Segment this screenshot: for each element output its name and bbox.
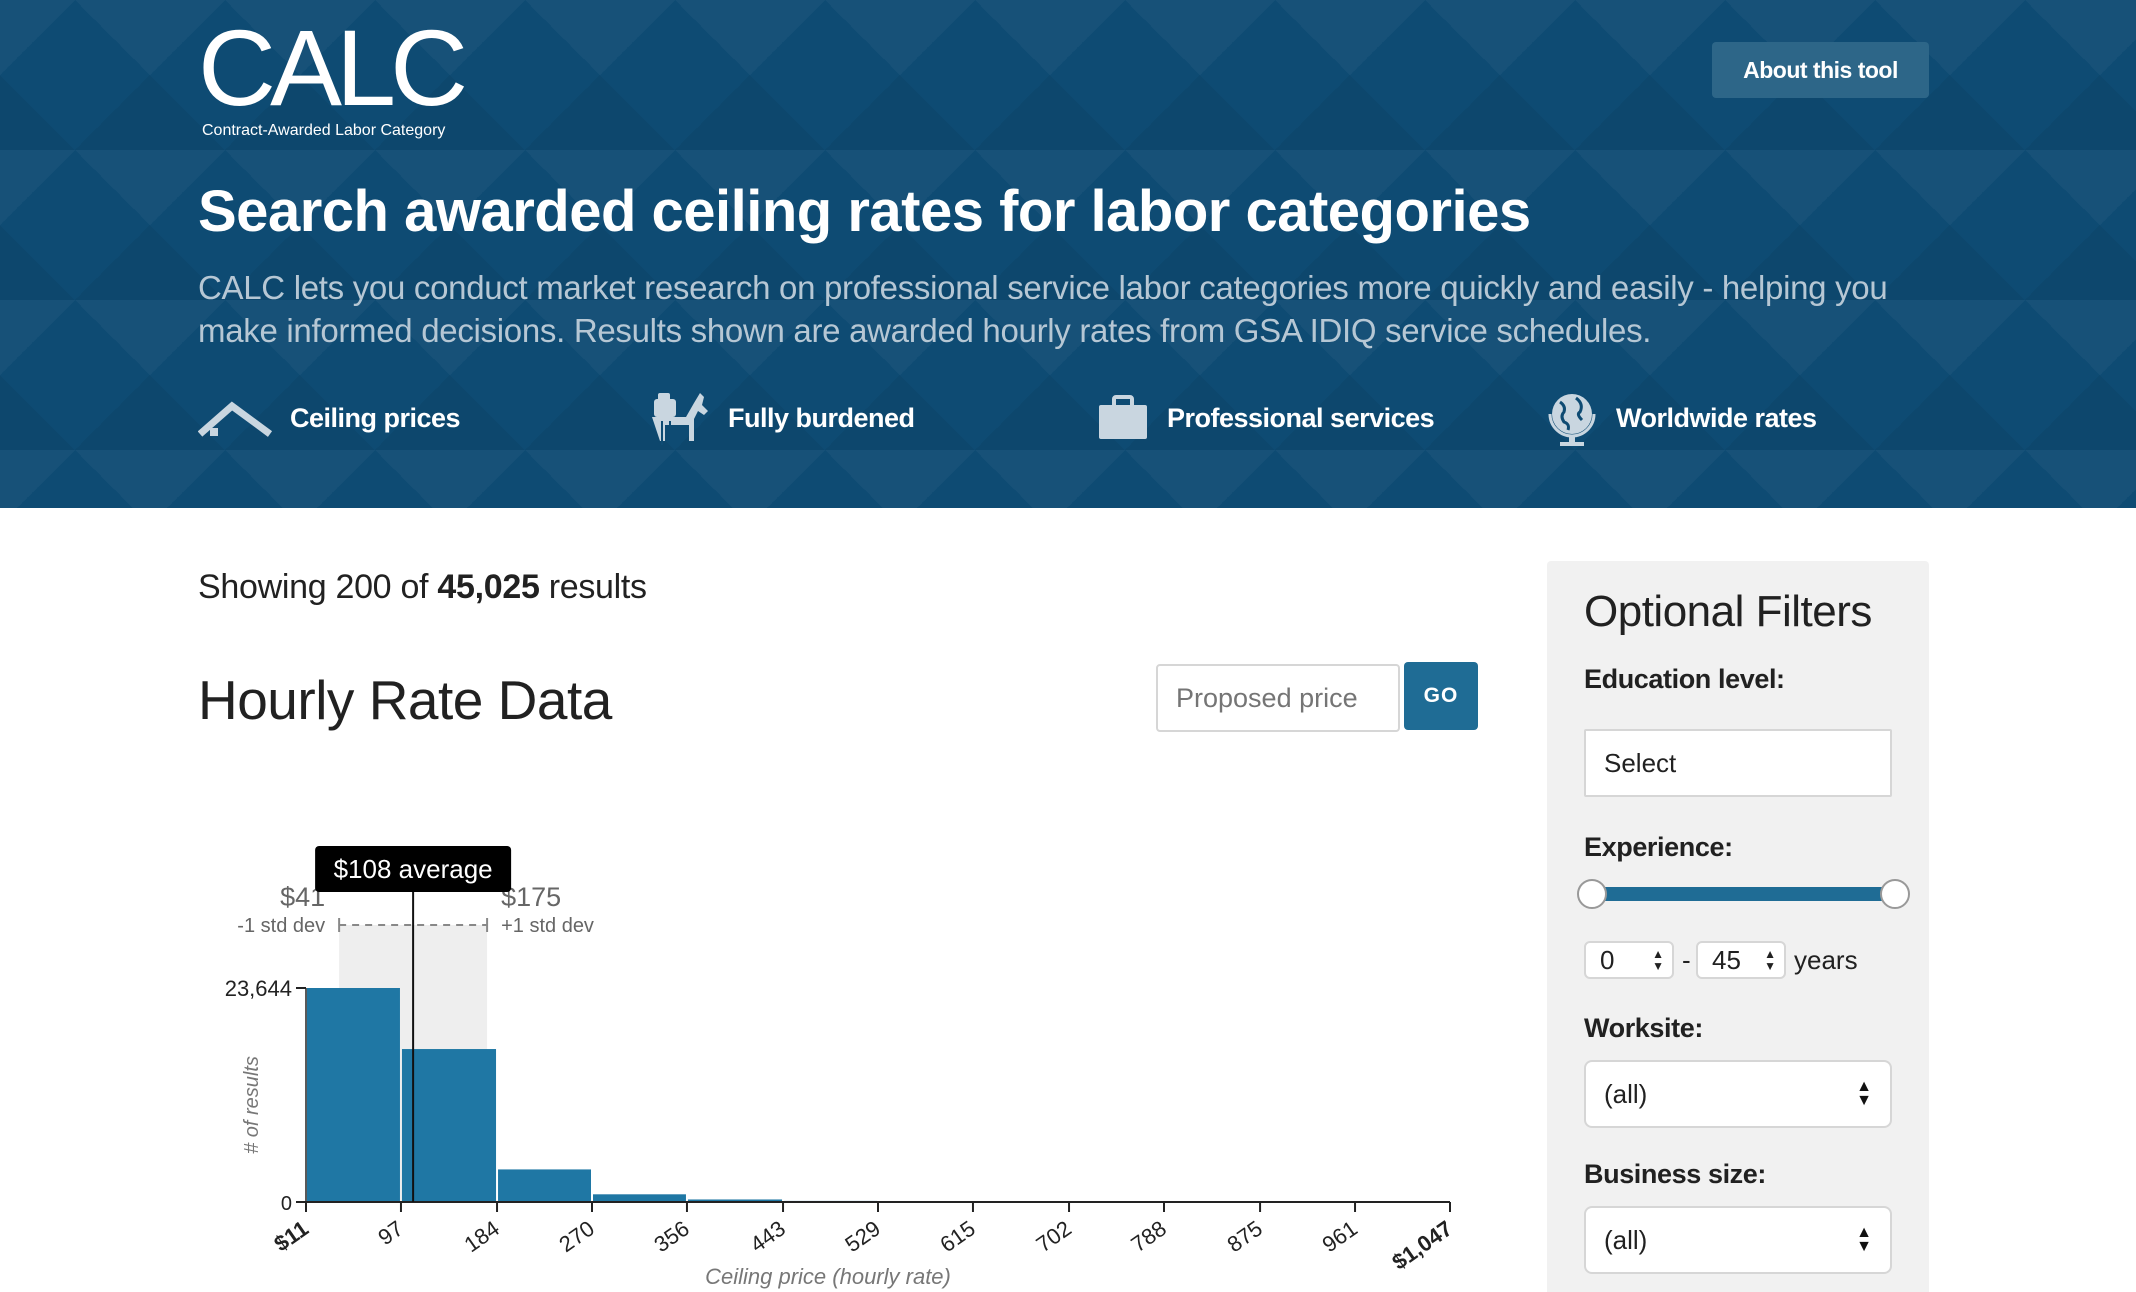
business-size-value: (all)	[1604, 1224, 1648, 1255]
proposed-price-input[interactable]	[1156, 664, 1400, 732]
site-header: CALC Contract-Awarded Labor Category Abo…	[0, 0, 2136, 508]
experience-min-value: 0	[1600, 944, 1615, 975]
std-high-sublabel: +1 std dev	[501, 915, 594, 937]
select-arrows-icon: ▲ ▼	[1856, 1224, 1872, 1255]
go-button[interactable]: GO	[1404, 662, 1478, 730]
average-label: $108 average	[334, 854, 493, 884]
experience-min-handle[interactable]	[1577, 879, 1607, 909]
feature-ceiling-prices: Ceiling prices	[198, 388, 461, 448]
logo-subtitle: Contract-Awarded Labor Category	[202, 122, 446, 139]
filters-title: Optional Filters	[1584, 587, 1872, 636]
experience-unit: years	[1794, 945, 1858, 975]
x-tick-label: 702	[1031, 1216, 1075, 1258]
feature-worldwide-rates: Worldwide rates	[1546, 388, 1817, 448]
business-size-select[interactable]: (all) ▲ ▼	[1584, 1206, 1892, 1274]
logo-text: CALC	[198, 7, 468, 128]
roof-icon	[198, 401, 272, 437]
worksite-label: Worksite:	[1584, 1013, 1703, 1043]
x-tick-label: 356	[649, 1216, 693, 1258]
experience-label: Experience:	[1584, 832, 1733, 862]
feature-professional-services: Professional services	[1097, 388, 1435, 448]
x-tick-label: 443	[745, 1216, 789, 1258]
education-label: Education level:	[1584, 664, 1785, 694]
experience-max-value: 45	[1712, 944, 1741, 975]
histogram-bar	[307, 988, 400, 1202]
experience-separator: -	[1682, 945, 1691, 975]
x-tick-label: 270	[554, 1216, 598, 1258]
section-title: Hourly Rate Data	[198, 669, 612, 731]
feature-label: Fully burdened	[728, 402, 915, 433]
spinner-arrows-icon: ▲ ▼	[1764, 947, 1776, 973]
page-title: Search awarded ceiling rates for labor c…	[198, 179, 1531, 244]
x-tick-label: 97	[373, 1216, 407, 1251]
histogram-bar	[687, 1199, 783, 1202]
results-total: 45,025	[437, 568, 540, 606]
feature-label: Professional services	[1167, 402, 1435, 433]
experience-max-handle[interactable]	[1880, 879, 1910, 909]
average-label-box	[315, 846, 512, 892]
x-tick-label: 875	[1223, 1216, 1267, 1258]
feature-fully-burdened: Fully burdened	[648, 388, 915, 448]
y-tick-label: 23,644	[225, 976, 292, 1001]
business-size-label: Business size:	[1584, 1159, 1766, 1189]
x-tick-label: 788	[1126, 1216, 1170, 1258]
std-low-sublabel: -1 std dev	[237, 915, 325, 937]
feature-label: Ceiling prices	[290, 402, 461, 433]
x-tick-label: 184	[459, 1216, 503, 1258]
results-suffix: results	[548, 568, 647, 606]
results-count: Showing 200 of 45,025 results	[198, 568, 647, 607]
select-arrows-icon: ▲ ▼	[1856, 1078, 1872, 1109]
x-tick-label: $1,047	[1387, 1216, 1456, 1275]
donkey-icon	[652, 393, 708, 445]
histogram-bar	[498, 1169, 591, 1202]
briefcase-icon	[1099, 395, 1147, 439]
histogram-bar	[401, 1049, 497, 1202]
globe-icon	[1548, 394, 1596, 446]
calc-logo[interactable]: CALC Contract-Awarded Labor Category	[198, 7, 468, 140]
histogram-bar	[593, 1194, 686, 1202]
experience-max-input[interactable]: 45 ▲ ▼	[1696, 941, 1786, 979]
results-prefix: Showing 200 of	[198, 568, 429, 606]
x-axis-title: Ceiling price (hourly rate)	[705, 1264, 951, 1289]
worksite-select[interactable]: (all) ▲ ▼	[1584, 1060, 1892, 1128]
x-tick-label: 615	[935, 1216, 979, 1258]
worksite-value: (all)	[1604, 1078, 1648, 1109]
education-select[interactable]: Select	[1584, 729, 1892, 797]
y-tick-label: 0	[281, 1193, 292, 1215]
education-value: Select	[1604, 747, 1677, 778]
x-tick-label: 961	[1317, 1216, 1361, 1258]
x-tick-label: $11	[269, 1216, 312, 1257]
hourly-rate-histogram: 0 23,644 $11 97 184 270 356 443 529 615 702 788 875 9…	[225, 846, 1457, 1289]
experience-slider-track[interactable]	[1590, 887, 1895, 901]
x-tick-label: 529	[840, 1216, 884, 1258]
about-button[interactable]: About this tool	[1712, 42, 1929, 98]
feature-label: Worldwide rates	[1616, 402, 1817, 433]
page-description: CALC lets you conduct market research on…	[198, 269, 1888, 349]
filters-panel: Optional Filters Education level: Select…	[1547, 561, 1929, 1292]
experience-min-input[interactable]: 0 ▲ ▼	[1584, 941, 1674, 979]
spinner-arrows-icon: ▲ ▼	[1652, 947, 1664, 973]
y-axis-title: # of results	[241, 1056, 263, 1154]
